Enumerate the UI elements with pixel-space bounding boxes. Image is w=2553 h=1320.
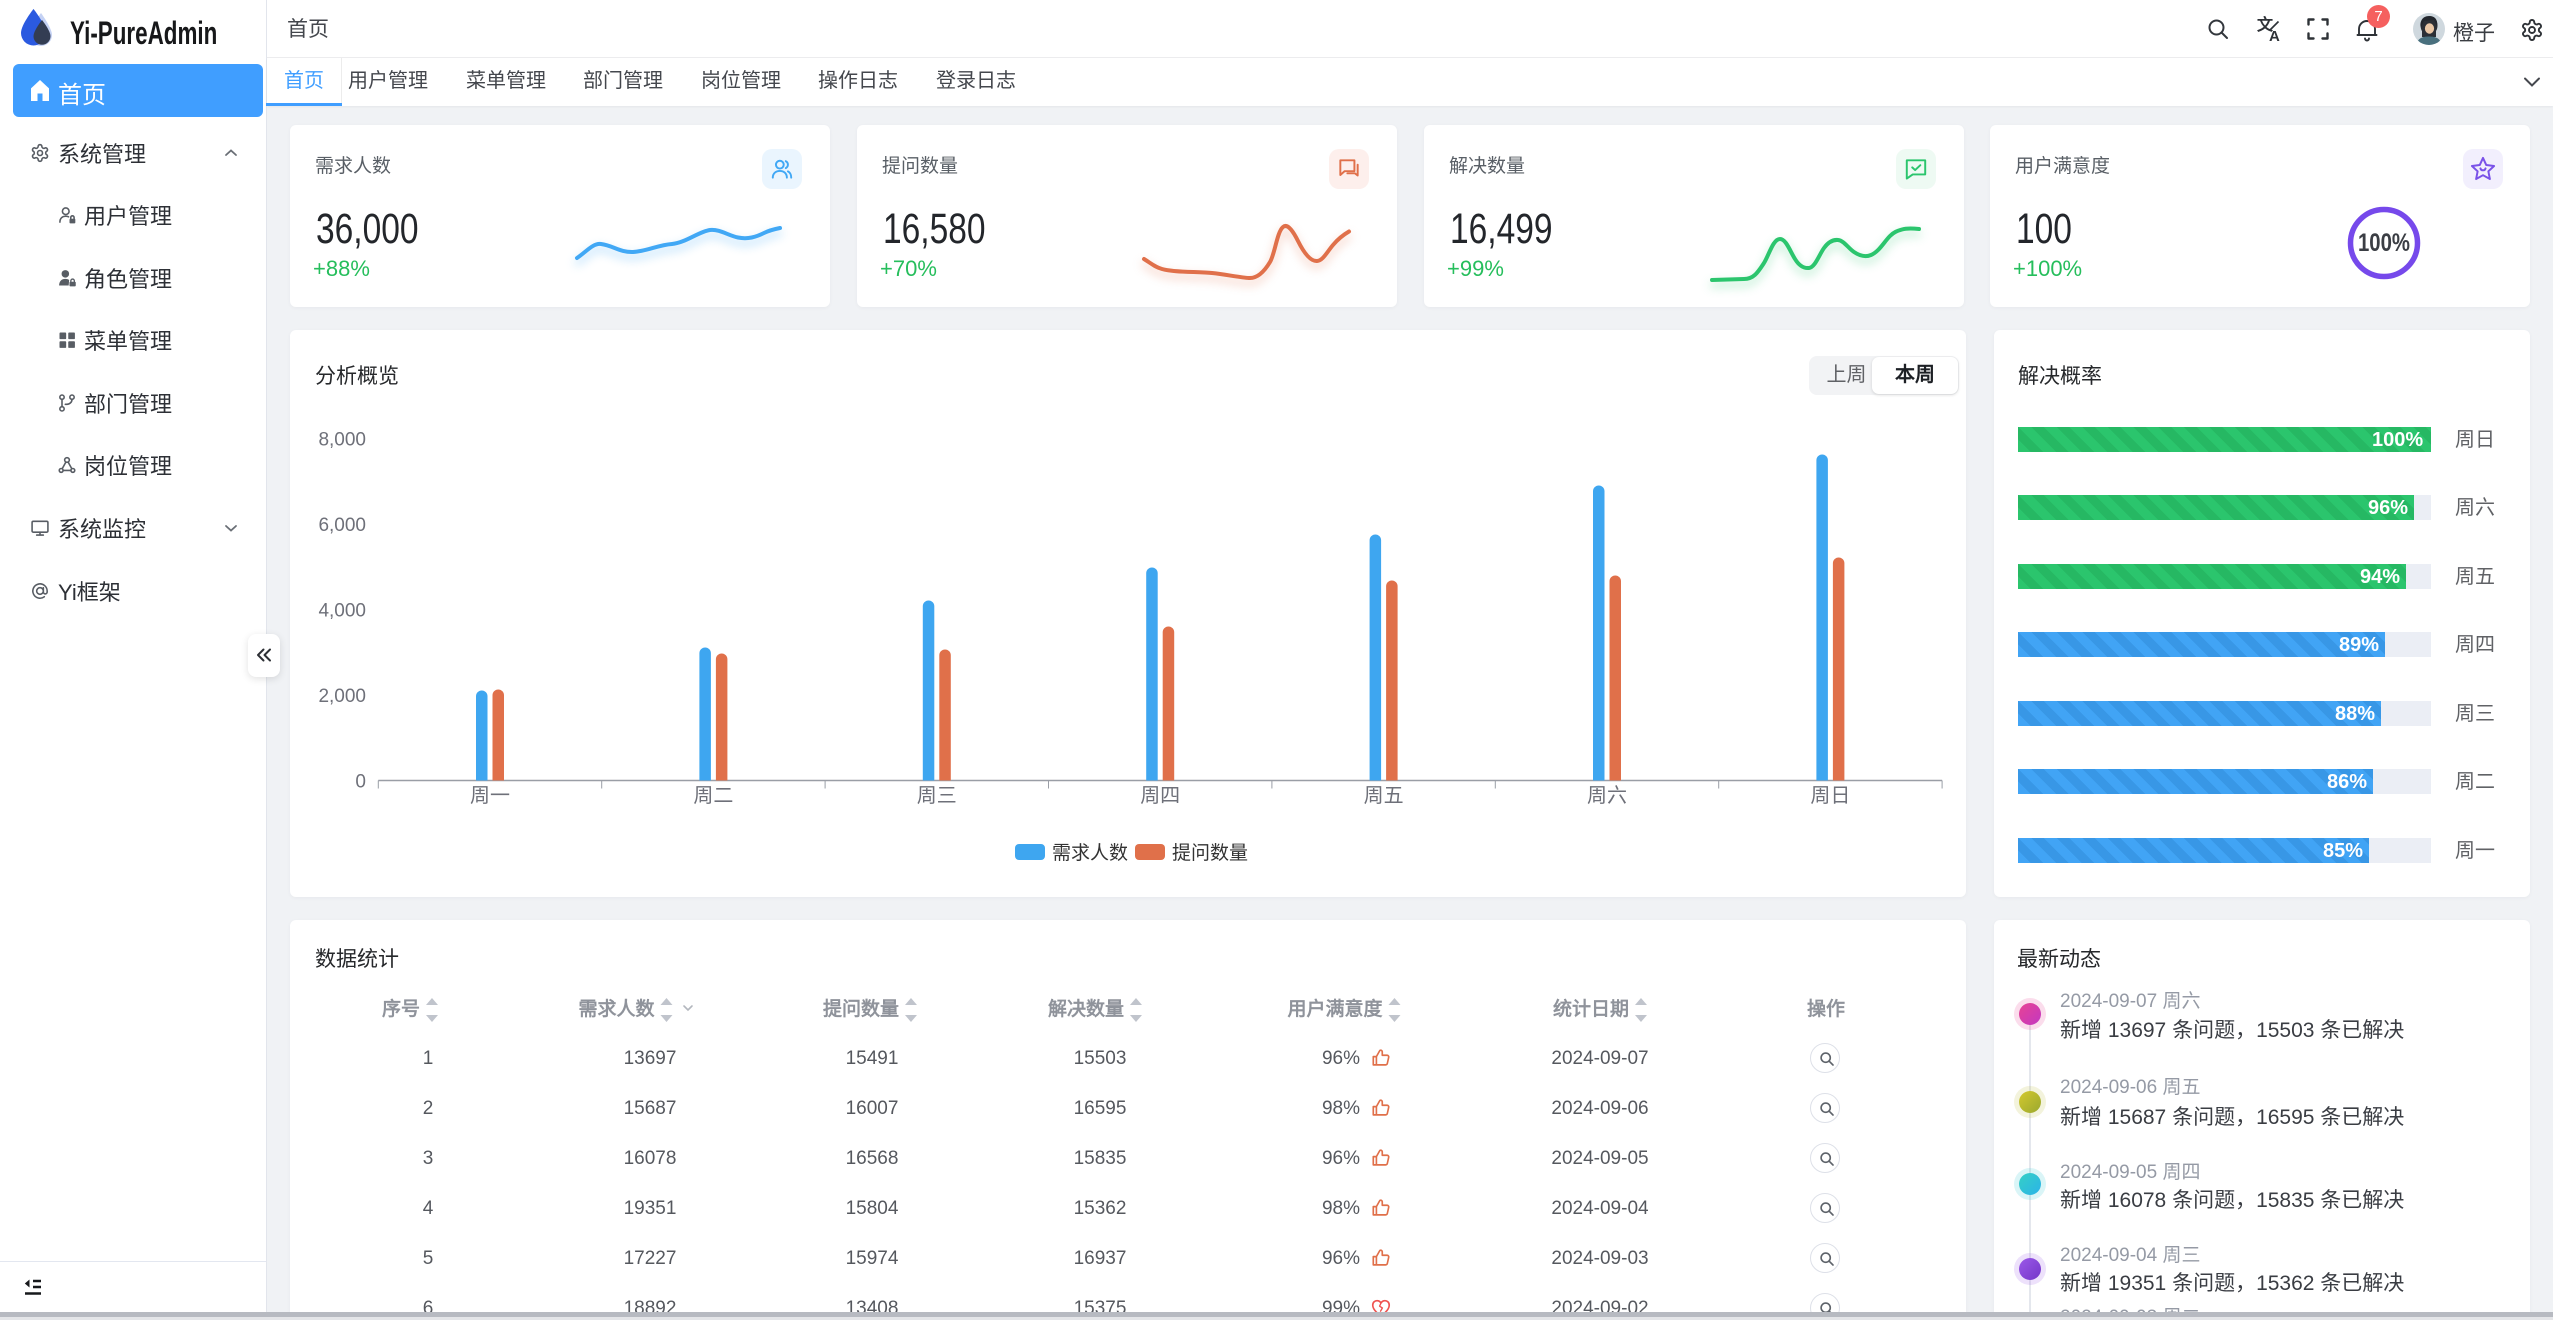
svg-text:0: 0 <box>355 772 366 793</box>
svg-text:4,000: 4,000 <box>318 601 366 622</box>
svg-text:2,000: 2,000 <box>318 686 366 707</box>
svg-text:周二: 周二 <box>693 785 733 807</box>
svg-text:6,000: 6,000 <box>318 515 366 536</box>
svg-text:周六: 周六 <box>1587 784 1627 807</box>
svg-text:周一: 周一 <box>470 785 510 807</box>
svg-text:周三: 周三 <box>917 785 957 807</box>
svg-text:100%: 100% <box>2358 229 2410 257</box>
svg-text:周五: 周五 <box>1364 785 1404 807</box>
svg-text:周日: 周日 <box>1810 785 1850 807</box>
svg-text:需求人数: 需求人数 <box>1052 842 1128 864</box>
svg-text:周四: 周四 <box>1140 785 1180 807</box>
svg-text:A: A <box>2269 28 2280 43</box>
svg-text:提问数量: 提问数量 <box>1172 842 1248 864</box>
svg-text:8,000: 8,000 <box>318 430 366 451</box>
